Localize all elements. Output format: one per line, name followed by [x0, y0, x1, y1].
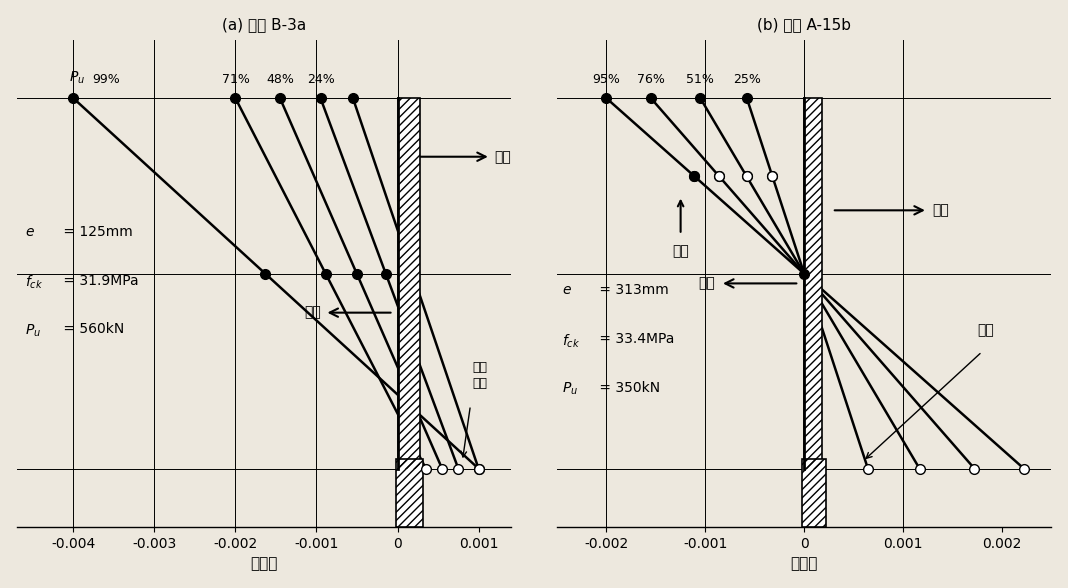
- Text: 76%: 76%: [637, 73, 665, 86]
- Text: 철근
항복: 철근 항복: [473, 362, 488, 390]
- Text: 항복: 항복: [672, 245, 689, 259]
- Text: = 125mm: = 125mm: [59, 225, 132, 239]
- Text: 51%: 51%: [687, 73, 714, 86]
- X-axis label: 변형률: 변형률: [790, 556, 818, 572]
- Title: (a) 단면 B-3a: (a) 단면 B-3a: [222, 16, 305, 32]
- Text: $P_u$: $P_u$: [562, 381, 578, 397]
- Text: 압축: 압축: [698, 276, 716, 290]
- Text: 인장: 인장: [494, 150, 512, 163]
- Text: 48%: 48%: [266, 73, 294, 86]
- Text: $P_u$: $P_u$: [69, 69, 85, 86]
- Bar: [397, 98, 420, 469]
- Title: (b) 단면 A-15b: (b) 단면 A-15b: [757, 16, 851, 32]
- Text: $e$: $e$: [25, 225, 34, 239]
- Text: = 33.4MPa: = 33.4MPa: [595, 332, 674, 346]
- Text: = 31.9MPa: = 31.9MPa: [59, 273, 139, 288]
- Bar: [802, 459, 826, 527]
- Text: $f_{ck}$: $f_{ck}$: [25, 273, 43, 291]
- Text: 24%: 24%: [307, 73, 334, 86]
- Text: 압축: 압축: [303, 306, 320, 320]
- Text: 71%: 71%: [221, 73, 250, 86]
- Text: 99%: 99%: [92, 73, 120, 86]
- Text: $e$: $e$: [562, 283, 571, 298]
- Text: = 313mm: = 313mm: [595, 283, 669, 298]
- Text: = 350kN: = 350kN: [595, 381, 660, 395]
- Bar: [804, 98, 822, 469]
- Bar: [802, 459, 826, 527]
- Bar: [804, 98, 822, 469]
- Text: $f_{ck}$: $f_{ck}$: [562, 332, 580, 349]
- Text: 95%: 95%: [593, 73, 621, 86]
- Text: $P_u$: $P_u$: [25, 322, 41, 339]
- X-axis label: 변형률: 변형률: [250, 556, 278, 572]
- Text: = 560kN: = 560kN: [59, 322, 124, 336]
- Bar: [397, 98, 420, 469]
- Bar: [396, 459, 423, 527]
- Text: 인장: 인장: [932, 203, 949, 218]
- Text: 25%: 25%: [733, 73, 760, 86]
- Bar: [396, 459, 423, 527]
- Text: 항복: 항복: [977, 323, 994, 337]
